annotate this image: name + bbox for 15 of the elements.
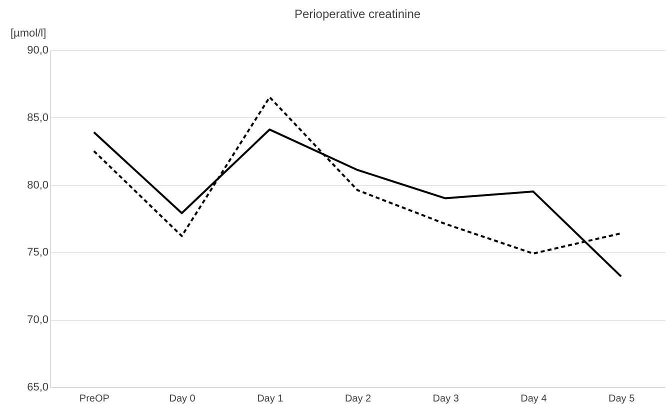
x-tick-label: Day 1 xyxy=(257,394,284,404)
x-tick-label: PreOP xyxy=(79,394,110,404)
y-tick-label: 80,0 xyxy=(27,179,48,192)
x-tick-label: Day 2 xyxy=(344,394,372,404)
y-tick-label: 75,0 xyxy=(27,246,48,259)
y-axis-title: [µmol/l] xyxy=(10,28,46,40)
y-tick-label: 70,0 xyxy=(27,314,48,326)
x-tick-label: Day 4 xyxy=(520,394,548,404)
x-tick-label: Day 5 xyxy=(608,394,636,404)
x-tick-label: Day 3 xyxy=(432,394,460,404)
x-tick-label: Day 0 xyxy=(169,394,196,404)
y-tick-label: 90,0 xyxy=(27,44,48,56)
y-tick-label: 65,0 xyxy=(27,382,48,394)
chart-title: Perioperative creatinine xyxy=(294,7,421,21)
y-tick-label: 85,0 xyxy=(27,112,48,124)
